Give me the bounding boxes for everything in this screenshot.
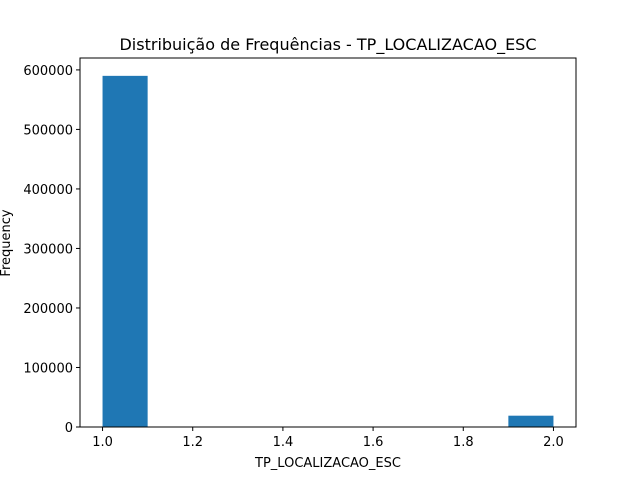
x-tick-label-5: 2.0	[543, 435, 564, 450]
x-tick-label-1: 1.2	[182, 435, 203, 450]
y-tick-label-1: 100000	[23, 361, 73, 376]
plot-frame	[79, 57, 577, 428]
chart-title: Distribuição de Frequências - TP_LOCALIZ…	[119, 35, 536, 55]
x-tick-label-2: 1.4	[273, 435, 294, 450]
y-tick-label-0: 0	[65, 421, 73, 436]
y-axis-ticks: 0 100000 200000 300000 400000 500000 600000	[23, 64, 80, 436]
y-tick-label-3: 300000	[23, 242, 73, 257]
y-tick-label-5: 500000	[23, 123, 73, 138]
x-axis-ticks: 1.0 1.2 1.4 1.6 1.8 2.0	[92, 427, 564, 450]
x-tick-label-4: 1.8	[453, 435, 474, 450]
y-tick-label-4: 400000	[23, 183, 73, 198]
x-tick-label-0: 1.0	[92, 435, 113, 450]
y-tick-label-6: 600000	[23, 64, 73, 79]
y-tick-label-2: 200000	[23, 302, 73, 317]
histogram-bar-9	[508, 415, 554, 427]
y-axis-label: Frequency	[0, 209, 14, 276]
bars-group	[102, 75, 554, 428]
x-tick-label-3: 1.6	[363, 435, 384, 450]
x-axis-label: TP_LOCALIZACAO_ESC	[254, 456, 401, 471]
histogram-bar-0	[102, 75, 148, 428]
